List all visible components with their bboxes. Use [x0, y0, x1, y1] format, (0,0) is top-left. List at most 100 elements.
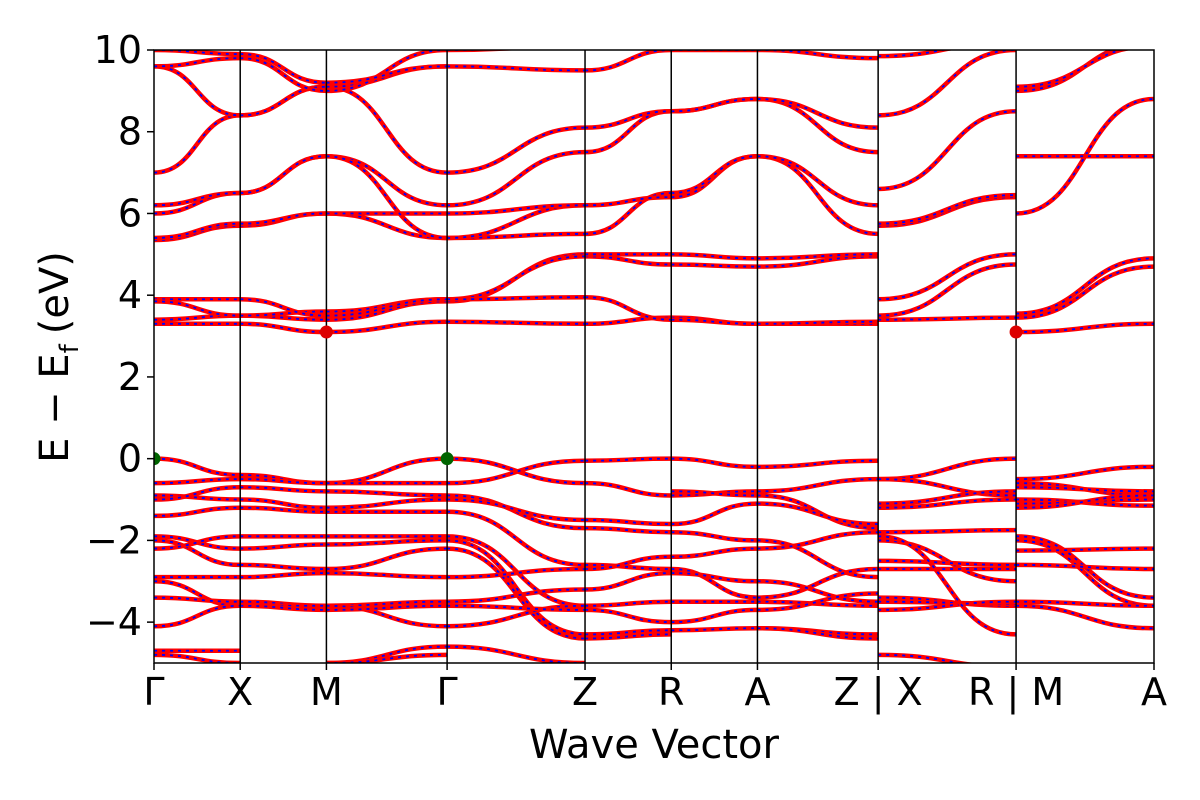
band-seg3-9 [447, 587, 586, 604]
marker-vbm-1 [440, 452, 454, 466]
band-seg2-17 [326, 297, 448, 318]
band-seg3-5-overlay [447, 535, 586, 607]
band-seg5-6-overlay [671, 568, 758, 599]
band-seg2-3-overlay [326, 498, 448, 509]
band-seg8-13-overlay [1016, 265, 1154, 319]
band-seg7-12 [878, 652, 977, 663]
band-seg3-4-overlay [447, 510, 586, 566]
band-seg7-13 [878, 315, 1017, 322]
band-seg0-19 [154, 221, 241, 241]
band-seg8-18-overlay [1016, 50, 1125, 88]
band-seg7-0 [878, 456, 1017, 482]
band-seg6-1 [757, 476, 879, 494]
band-seg4-18 [585, 109, 672, 130]
plot-frame [153, 49, 1155, 664]
y-axis-title: E − Ef (eV) [32, 251, 85, 463]
band-seg5-14-overlay [671, 253, 758, 260]
y-tick-label-5: 6 [118, 191, 142, 235]
y-axis-title-main: E − E [32, 353, 78, 463]
band-seg6-8-overlay [757, 600, 879, 607]
band-seg5-9 [671, 607, 758, 625]
y-tick-label-2: 0 [118, 437, 142, 481]
band-seg5-1-overlay [671, 490, 758, 497]
high-symmetry-lines [239, 50, 1017, 663]
band-seg8-12 [1016, 321, 1154, 335]
band-seg4-15-overlay [585, 192, 672, 235]
band-seg2-7 [326, 546, 448, 572]
band-seg6-3 [757, 501, 879, 527]
band-seg0-23-overlay [154, 65, 241, 117]
band-seg3-20-overlay [447, 151, 586, 207]
band-seg6-16-overlay [757, 155, 879, 235]
band-seg1-3 [240, 497, 327, 510]
band-seg4-5 [585, 554, 672, 572]
band-seg1-19-overlay [240, 155, 327, 194]
marker-cbm-2 [319, 325, 333, 339]
y-tick-label-7: 10 [94, 28, 142, 72]
band-seg2-17-overlay [326, 298, 448, 317]
band-seg2-2-overlay [326, 490, 448, 497]
band-seg0-4 [154, 505, 241, 519]
x-tick-label-5: R [658, 670, 684, 714]
band-seg1-15 [240, 297, 327, 318]
band-seg4-3-overlay [585, 527, 672, 534]
band-seg5-0 [671, 456, 758, 470]
band-seg5-12-overlay [671, 318, 758, 325]
band-seg0-7 [154, 534, 241, 551]
band-seg4-19 [585, 50, 672, 73]
band-seg5-5 [671, 546, 758, 559]
band-seg4-10-overlay [585, 633, 672, 640]
x-tick-label-1: X [227, 670, 253, 714]
band-seg3-22 [447, 64, 586, 73]
x-tick-label-6: A [744, 670, 770, 714]
band-seg6-1-overlay [757, 478, 879, 493]
band-seg6-15-overlay [757, 253, 879, 260]
band-seg7-4 [878, 527, 1017, 535]
band-seg2-3 [326, 497, 448, 510]
band-seg3-16 [447, 294, 586, 302]
band-seg2-14-overlay [326, 320, 448, 333]
y-tick-label-0: −4 [86, 600, 142, 644]
band-seg6-20 [757, 50, 879, 61]
band-seg6-13-overlay [757, 320, 879, 325]
band-seg4-6 [585, 570, 672, 592]
y-axis-title-unit: (eV) [32, 251, 78, 334]
bands-layer [154, 50, 1154, 663]
band-seg4-12 [585, 294, 672, 322]
band-seg5-18 [671, 96, 758, 114]
band-seg8-9 [1016, 562, 1154, 572]
band-seg2-10-overlay [326, 604, 448, 628]
band-edge-markers [154, 325, 1023, 466]
band-seg7-17-overlay [878, 194, 1017, 225]
y-axis-title-subscript: f [55, 343, 85, 353]
band-seg1-4-overlay [240, 506, 327, 513]
band-seg4-16 [585, 194, 672, 208]
band-seg4-8 [585, 607, 672, 625]
band-seg6-2-overlay [757, 494, 879, 530]
x-tick-label-3: Γ [437, 670, 458, 714]
band-seg1-13-overlay [240, 314, 327, 321]
band-seg2-24-overlay [326, 50, 448, 92]
band-seg2-25-overlay [326, 65, 448, 84]
band-seg3-6 [447, 538, 586, 637]
band-seg3-2-overlay [447, 494, 586, 530]
x-tick-label-7: Z | X [834, 670, 923, 715]
y-tick-label-6: 8 [118, 110, 142, 154]
y-tick-label-1: −2 [86, 518, 142, 562]
x-tick-label-0: Γ [143, 670, 164, 714]
band-seg7-11-overlay [878, 535, 1017, 636]
band-seg8-0 [1016, 464, 1154, 482]
band-seg1-11-overlay [240, 604, 327, 611]
band-seg7-18-overlay [878, 110, 1017, 190]
band-seg2-16-overlay [326, 298, 448, 313]
band-seg1-6-overlay [240, 543, 327, 550]
band-seg1-1-overlay [240, 478, 327, 485]
band-seg1-22-overlay [240, 57, 327, 92]
x-axis-ticks: Γ X M Γ Z R A Z | X R | M A [143, 663, 1167, 715]
x-tick-label-2: M [310, 670, 343, 714]
band-seg6-4-overlay [757, 539, 879, 579]
band-seg8-14-overlay [1016, 257, 1154, 315]
band-seg3-21-overlay [447, 126, 586, 174]
band-seg6-17-overlay [757, 155, 879, 207]
band-seg2-21 [326, 154, 448, 241]
